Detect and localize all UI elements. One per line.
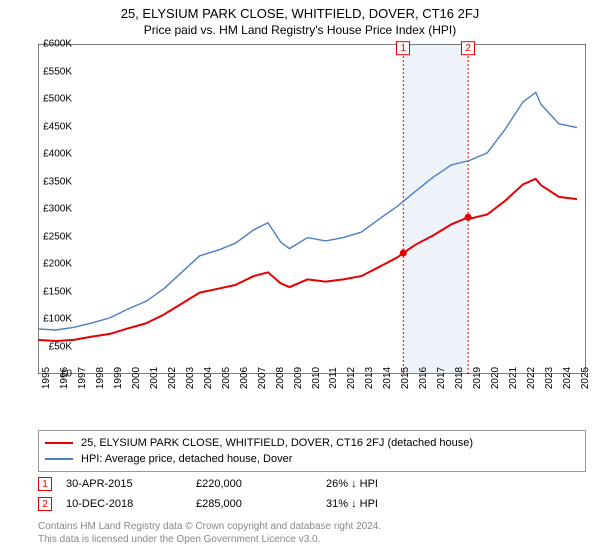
xtick-label: 2002: [167, 367, 178, 389]
chart-title: 25, ELYSIUM PARK CLOSE, WHITFIELD, DOVER…: [0, 6, 600, 21]
ytick-label: £200K: [38, 259, 72, 270]
ytick-label: £550K: [38, 66, 72, 77]
sales-row: 1 30-APR-2015£220,00026% ↓ HPI: [38, 474, 586, 494]
highlight-band: [403, 44, 468, 374]
legend-item: 25, ELYSIUM PARK CLOSE, WHITFIELD, DOVER…: [45, 435, 579, 451]
sale-marker-dot: [465, 214, 472, 221]
ytick-label: £50K: [38, 341, 72, 352]
xtick-label: 2022: [526, 367, 537, 389]
xtick-label: 2014: [382, 367, 393, 389]
xtick-label: 2001: [149, 367, 160, 389]
sales-price: £220,000: [196, 478, 326, 490]
xtick-label: 2011: [328, 367, 339, 389]
xtick-label: 2016: [418, 367, 429, 389]
footer-line-1: Contains HM Land Registry data © Crown c…: [38, 520, 586, 533]
chart-marker-badge: 1: [396, 41, 410, 55]
legend-swatch: [45, 442, 73, 444]
xtick-label: 2010: [311, 367, 322, 389]
sales-badge: 2: [38, 497, 52, 511]
xtick-label: 2018: [454, 367, 465, 389]
xtick-label: 1996: [59, 367, 70, 389]
xtick-label: 2024: [562, 367, 573, 389]
legend-swatch: [45, 458, 73, 459]
footer-line-2: This data is licensed under the Open Gov…: [38, 533, 586, 546]
ytick-label: £600K: [38, 39, 72, 50]
xtick-label: 2003: [185, 367, 196, 389]
ytick-label: £400K: [38, 149, 72, 160]
ytick-label: £350K: [38, 176, 72, 187]
xtick-label: 2004: [203, 367, 214, 389]
sale-marker-dot: [400, 250, 407, 257]
xtick-label: 2015: [400, 367, 411, 389]
xtick-label: 1997: [77, 367, 88, 389]
legend-item: HPI: Average price, detached house, Dove…: [45, 451, 579, 467]
footer: Contains HM Land Registry data © Crown c…: [38, 520, 586, 546]
chart-subtitle: Price paid vs. HM Land Registry's House …: [0, 23, 600, 37]
xtick-label: 2013: [364, 367, 375, 389]
xtick-label: 2017: [436, 367, 447, 389]
sales-table: 1 30-APR-2015£220,00026% ↓ HPI 2 10-DEC-201…: [38, 474, 586, 514]
xtick-label: 2012: [346, 367, 357, 389]
xtick-label: 2008: [275, 367, 286, 389]
ytick-label: £150K: [38, 286, 72, 297]
xtick-label: 2005: [221, 367, 232, 389]
series-price_paid: [38, 179, 577, 341]
xtick-label: 2007: [257, 367, 268, 389]
sales-delta: 26% ↓ HPI: [326, 478, 456, 490]
legend-label: HPI: Average price, detached house, Dove…: [81, 453, 292, 465]
xtick-label: 1998: [95, 367, 106, 389]
legend: 25, ELYSIUM PARK CLOSE, WHITFIELD, DOVER…: [38, 430, 586, 472]
axes-box: [38, 44, 586, 374]
chart-title-block: 25, ELYSIUM PARK CLOSE, WHITFIELD, DOVER…: [0, 0, 600, 37]
xtick-label: 2019: [472, 367, 483, 389]
xtick-label: 2023: [544, 367, 555, 389]
xtick-label: 2025: [580, 367, 591, 389]
chart-marker-badge: 2: [461, 41, 475, 55]
xtick-label: 1995: [41, 367, 52, 389]
xtick-label: 2021: [508, 367, 519, 389]
series-hpi: [38, 92, 577, 330]
ytick-label: £100K: [38, 314, 72, 325]
xtick-label: 2020: [490, 367, 501, 389]
sales-badge: 1: [38, 477, 52, 491]
xtick-label: 2006: [239, 367, 250, 389]
sales-date: 30-APR-2015: [66, 478, 196, 490]
ytick-label: £250K: [38, 231, 72, 242]
ytick-label: £450K: [38, 121, 72, 132]
sales-delta: 31% ↓ HPI: [326, 498, 456, 510]
sales-row: 2 10-DEC-2018£285,00031% ↓ HPI: [38, 494, 586, 514]
legend-label: 25, ELYSIUM PARK CLOSE, WHITFIELD, DOVER…: [81, 437, 473, 449]
xtick-label: 1999: [113, 367, 124, 389]
ytick-label: £300K: [38, 204, 72, 215]
chart-area: £0£50K£100K£150K£200K£250K£300K£350K£400…: [38, 44, 586, 400]
sales-price: £285,000: [196, 498, 326, 510]
ytick-label: £500K: [38, 94, 72, 105]
chart-svg: [38, 44, 586, 374]
xtick-label: 2009: [293, 367, 304, 389]
xtick-label: 2000: [131, 367, 142, 389]
sales-date: 10-DEC-2018: [66, 498, 196, 510]
